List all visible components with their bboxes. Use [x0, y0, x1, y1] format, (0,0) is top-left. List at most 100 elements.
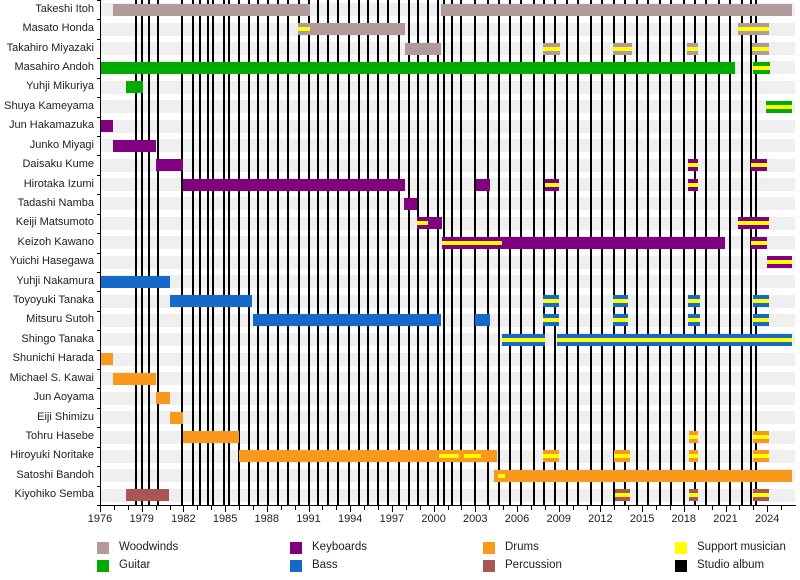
row-track [100, 139, 795, 153]
support-segment-bar [753, 61, 770, 74]
row-label: Junko Miyagi [29, 138, 94, 151]
row-track [100, 411, 795, 425]
row-label: Hirotaka Izumi [23, 177, 94, 190]
support-musician-stripe [543, 46, 561, 51]
support-musician-stripe [765, 104, 793, 109]
row-label: Shuya Kameyama [4, 99, 94, 112]
studio-album-line [206, 0, 209, 505]
timeline-plot-area: Takeshi Itoh Masato Honda Takahiro Miyazak… [4, 0, 795, 506]
row-track [100, 430, 795, 444]
bass-color-swatch [290, 560, 302, 572]
x-axis-minor-tick [572, 506, 574, 510]
studio-album-line [147, 0, 150, 505]
studio-album-line [336, 0, 339, 505]
x-axis-minor-tick [753, 506, 755, 510]
x-axis-major-tick [517, 506, 518, 512]
row-track [100, 100, 795, 114]
support-musician-stripe [687, 299, 701, 304]
x-axis-major-tick [475, 506, 477, 512]
legend-label: Studio album [697, 559, 765, 571]
x-axis-minor-tick [280, 506, 282, 510]
x-axis-minor-tick [419, 506, 421, 510]
row-track [100, 275, 795, 289]
row-label: Hiroyuki Noritake [10, 449, 94, 462]
studio-album-line [247, 0, 250, 505]
support-segment-bar [464, 450, 481, 463]
support-segment-bar [543, 314, 559, 327]
studio-album-line [750, 0, 753, 505]
studio-album-line [520, 0, 523, 505]
x-axis-minor-tick [711, 506, 713, 510]
x-axis-minor-tick [530, 506, 532, 510]
x-axis-minor-tick [252, 506, 254, 510]
woodwinds-color-swatch [97, 542, 109, 554]
album-color-swatch [675, 560, 687, 572]
support-segment-bar [543, 295, 559, 308]
row-label: Michael S. Kawai [9, 371, 94, 384]
support-segment-bar [298, 23, 310, 36]
support-musician-stripe [612, 318, 629, 323]
support-musician-stripe [750, 163, 768, 168]
y-axis-tick [97, 58, 100, 60]
support-musician-stripe [612, 299, 629, 304]
x-axis-minor-tick [739, 506, 741, 510]
row-track [100, 22, 795, 36]
x-axis-major-tick [558, 506, 560, 512]
support-segment-bar [612, 295, 629, 308]
support-musician-stripe [738, 221, 769, 226]
row-label: Keizoh Kawano [17, 235, 94, 248]
studio-album-line [238, 0, 240, 505]
studio-album-line [211, 0, 214, 505]
support-segment-bar [689, 431, 698, 444]
studio-album-line [670, 0, 673, 505]
support-musician-stripe [687, 163, 698, 168]
studio-album-line [635, 0, 638, 505]
support-segment-bar [753, 450, 769, 463]
row-label: Takahiro Miyazaki [6, 41, 94, 54]
x-axis-major-tick [600, 506, 602, 512]
studio-album-line [486, 0, 489, 505]
member-tenure-bar [252, 314, 441, 327]
studio-album-line [407, 0, 410, 505]
x-axis-tick-label: 1994 [337, 513, 363, 525]
studio-album-line [589, 0, 592, 505]
support-musician-stripe [464, 454, 481, 459]
support-segment-bar [750, 236, 768, 249]
x-axis-tick-label: 1988 [254, 513, 280, 525]
x-axis-major-tick [433, 506, 435, 512]
x-axis-tick-label: 1997 [379, 513, 405, 525]
studio-album-line [181, 0, 183, 505]
x-axis-major-tick [225, 506, 227, 512]
support-musician-stripe [753, 65, 770, 70]
studio-album-line [717, 0, 720, 505]
support-musician-stripe [441, 240, 502, 245]
y-axis-tick [97, 38, 100, 40]
support-musician-stripe [689, 435, 698, 440]
row-track [100, 119, 795, 133]
x-axis-major-tick [350, 506, 352, 512]
support-segment-bar [765, 100, 793, 113]
row-label: Keiji Matsumoto [15, 216, 94, 229]
support-musician-stripe [687, 318, 701, 323]
support-musician-stripe [686, 46, 698, 51]
studio-album-line [646, 0, 649, 505]
member-tenure-bar [113, 372, 156, 385]
row-label: Jun Hakamazuka [9, 119, 94, 132]
support-segment-bar [687, 295, 701, 308]
support-musician-stripe [689, 454, 698, 459]
support-segment-bar [441, 236, 502, 249]
studio-album-line [417, 0, 420, 505]
y-axis-tick [97, 388, 100, 390]
y-axis-tick [97, 77, 100, 79]
support-musician-stripe [614, 493, 630, 498]
x-axis-minor-tick [364, 506, 366, 510]
legend-label: Support musician [697, 541, 786, 553]
support-segment-bar [543, 42, 561, 55]
x-axis-tick-label: 2009 [546, 513, 571, 525]
studio-album-line [307, 0, 310, 505]
x-axis-minor-tick [489, 506, 491, 510]
studio-album-line [600, 0, 603, 505]
member-tenure-bar [405, 42, 441, 55]
x-axis-major-tick [767, 506, 769, 512]
